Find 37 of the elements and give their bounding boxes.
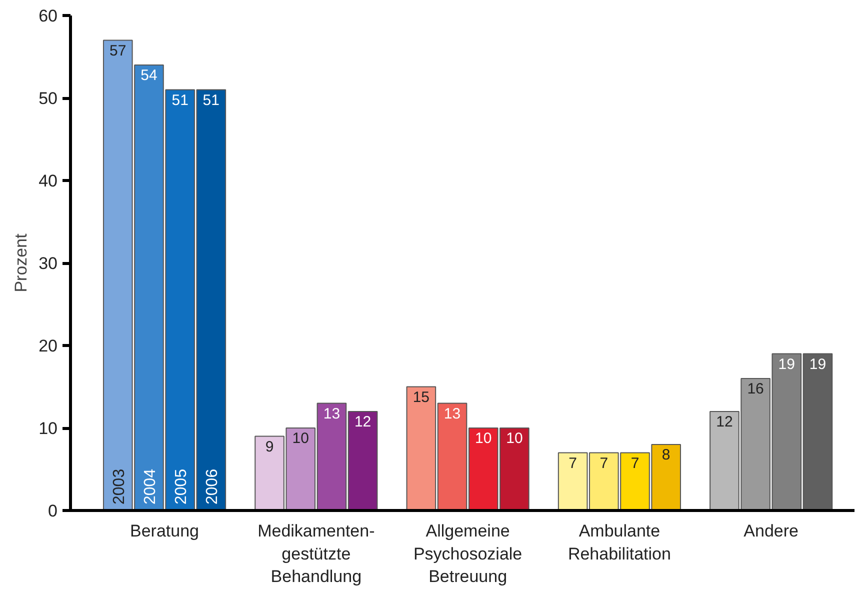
- series-label: 2005: [173, 468, 190, 504]
- y-tick-label: 20: [38, 336, 58, 356]
- y-tick-label: 50: [38, 89, 58, 108]
- data-label: 54: [140, 67, 158, 84]
- data-label: 9: [265, 438, 274, 456]
- x-tick-label: Allgemeine Psychosoziale Betreuung: [413, 522, 522, 586]
- data-label: 57: [110, 42, 126, 60]
- data-label: 10: [506, 430, 523, 447]
- data-label: 13: [323, 405, 340, 422]
- y-tick-label: 40: [38, 172, 58, 190]
- y-axis-title: Prozent: [12, 233, 31, 292]
- data-label: 51: [202, 92, 220, 109]
- data-label: 51: [172, 92, 188, 109]
- x-tick-label: Ambulante Rehabilitation: [568, 522, 671, 564]
- x-tick-label: Beratung: [130, 522, 200, 540]
- data-label: 10: [292, 430, 309, 447]
- data-label: 7: [568, 454, 577, 472]
- data-label: 19: [778, 356, 795, 373]
- data-label: 7: [600, 454, 608, 472]
- data-label: 13: [444, 405, 461, 422]
- series-label: 2003: [110, 468, 128, 504]
- data-label: 10: [475, 430, 492, 447]
- data-label: 15: [412, 388, 430, 406]
- x-tick-label: Andere: [744, 522, 799, 540]
- series-label: 2006: [204, 468, 222, 504]
- x-tick-label: Medikamenten- gestützte Behandlung: [258, 522, 375, 586]
- data-label: 7: [630, 454, 640, 472]
- data-label: 8: [662, 446, 670, 464]
- data-label: 19: [809, 356, 826, 373]
- series-label: 2004: [142, 468, 159, 504]
- y-tick-label: 10: [38, 419, 58, 438]
- data-label: 12: [354, 414, 372, 430]
- y-tick-label: 0: [48, 502, 58, 520]
- y-tick-label: 30: [38, 254, 58, 273]
- data-label: 16: [747, 380, 764, 398]
- data-label: 12: [716, 414, 733, 430]
- y-tick-label: 60: [38, 6, 58, 26]
